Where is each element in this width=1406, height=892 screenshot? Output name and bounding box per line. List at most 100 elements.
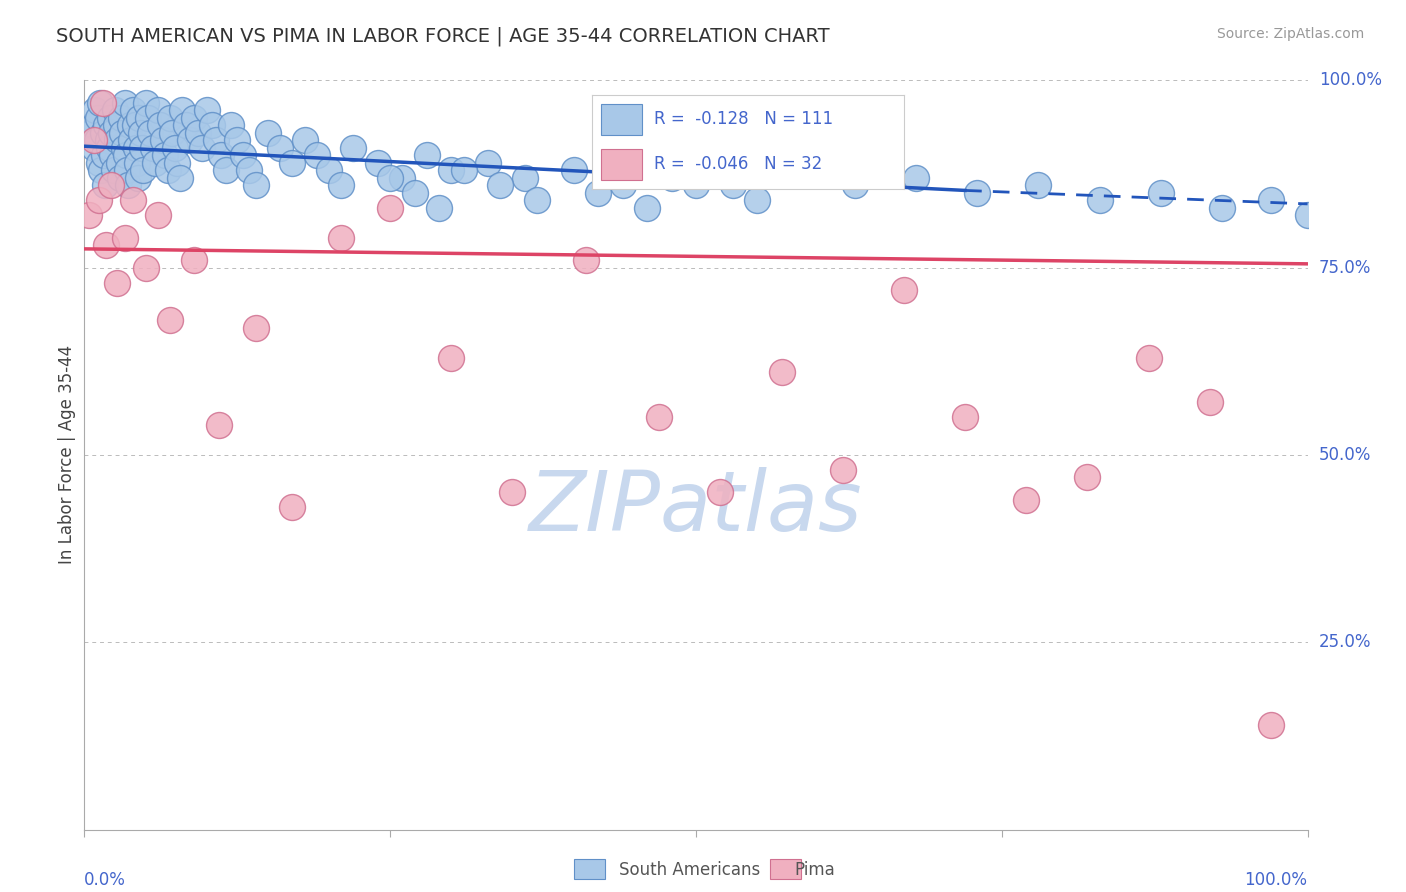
Point [91,126,114,140]
Point [115,163,138,178]
Point [187,126,209,140]
Point [330,230,353,244]
Point [636,201,658,215]
Text: Source: ZipAtlas.com: Source: ZipAtlas.com [1216,27,1364,41]
Point [90,163,112,178]
Point [105,276,128,290]
Point [83,141,105,155]
Point [105,118,128,132]
Point [427,201,450,215]
Point [159,313,181,327]
Point [101,148,124,162]
Point [93,148,115,162]
Point [477,155,499,169]
Point [128,111,150,125]
Point [305,148,328,162]
Point [219,118,242,132]
Point [117,178,139,193]
Point [1260,193,1282,207]
Point [747,193,769,207]
Point [215,163,238,178]
Point [139,126,162,140]
Point [127,170,149,185]
Point [114,230,136,244]
Point [685,178,707,193]
Point [831,463,853,477]
Point [183,253,205,268]
Point [97,133,120,147]
Point [149,118,172,132]
Point [86,133,108,147]
Point [1150,186,1173,200]
Point [91,95,114,110]
Point [122,103,145,118]
Point [104,103,127,118]
Point [440,163,463,178]
Point [125,155,148,169]
Point [179,133,201,147]
Point [380,201,402,215]
Point [100,178,122,193]
Point [122,193,145,207]
Point [575,253,598,268]
Point [294,133,316,147]
Point [174,118,197,132]
Point [129,126,152,140]
Point [124,118,146,132]
Point [281,500,304,515]
Point [1137,351,1160,365]
Point [172,103,194,118]
Text: South Americans: South Americans [619,861,759,879]
Point [1076,470,1098,484]
Point [83,133,105,147]
Point [143,155,166,169]
Point [391,170,413,185]
Point [111,126,134,140]
Point [183,111,205,125]
Text: Pima: Pima [794,861,835,879]
Point [169,170,191,185]
Point [82,118,104,132]
Point [97,141,120,155]
Point [453,163,475,178]
Text: 100.0%: 100.0% [1244,871,1308,888]
Point [209,148,232,162]
Point [132,163,155,178]
Point [257,126,280,140]
Point [281,155,304,169]
Point [118,118,141,132]
Point [166,155,188,169]
Point [205,133,228,147]
Point [905,170,928,185]
Text: 0.0%: 0.0% [84,871,127,888]
Point [96,238,118,252]
Point [142,141,165,155]
Point [770,366,793,380]
Point [269,141,291,155]
Point [245,320,267,334]
Point [721,178,744,193]
Text: 75.0%: 75.0% [1319,259,1371,277]
Point [208,417,231,432]
Point [238,163,260,178]
Point [159,111,181,125]
Text: 25.0%: 25.0% [1319,633,1371,651]
Point [120,133,142,147]
Point [98,111,121,125]
Point [226,133,249,147]
Point [367,155,389,169]
Point [330,178,353,193]
Point [87,155,110,169]
Point [110,111,132,125]
Point [87,193,110,207]
Point [146,103,169,118]
Point [77,208,100,222]
Point [152,133,174,147]
Point [966,186,988,200]
Point [661,170,683,185]
Point [1028,178,1050,193]
Point [191,141,214,155]
Point [131,141,153,155]
Text: 100.0%: 100.0% [1319,71,1382,89]
Point [648,410,671,425]
